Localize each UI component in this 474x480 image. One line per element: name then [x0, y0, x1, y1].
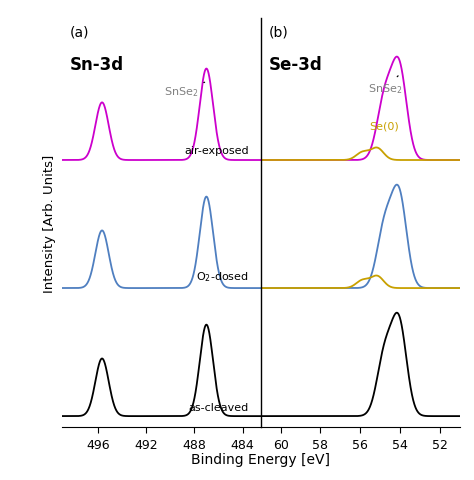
Text: SnSe$_2$: SnSe$_2$ [368, 77, 402, 96]
Text: Sn-3d: Sn-3d [70, 56, 124, 74]
Text: Binding Energy [eV]: Binding Energy [eV] [191, 452, 330, 466]
Text: (a): (a) [70, 25, 89, 39]
Text: Se(0): Se(0) [369, 121, 399, 131]
Text: (b): (b) [269, 25, 288, 39]
Text: SnSe$_2$: SnSe$_2$ [164, 83, 205, 99]
Text: O$_2$-dosed: O$_2$-dosed [196, 270, 249, 284]
Text: Se-3d: Se-3d [269, 56, 322, 74]
Text: air-exposed: air-exposed [184, 146, 249, 156]
Y-axis label: Intensity [Arb. Units]: Intensity [Arb. Units] [43, 154, 56, 292]
Text: as-cleaved: as-cleaved [188, 402, 249, 412]
